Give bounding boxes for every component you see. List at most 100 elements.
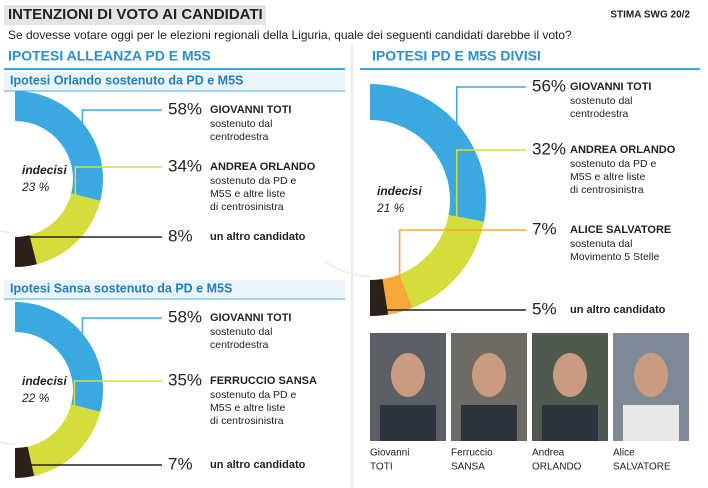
question: Se dovesse votare oggi per le elezioni r… xyxy=(8,28,572,42)
connector xyxy=(455,86,526,129)
connector-dot xyxy=(80,124,85,129)
connector xyxy=(398,229,526,309)
candidate-description: centrodestra xyxy=(210,131,269,143)
donut-segment xyxy=(15,302,103,412)
photo-body xyxy=(542,405,598,441)
undecided-label: indecisi xyxy=(22,374,67,388)
undecided-value: 23 % xyxy=(21,180,50,194)
candidate-name: ALICE SALVATORE xyxy=(570,224,671,236)
photo-face xyxy=(472,353,506,397)
candidate-description: sostenuto da PD e xyxy=(210,389,297,401)
candidate-name: GIOVANNI TOTI xyxy=(570,81,652,93)
subtitle-band xyxy=(4,280,345,298)
undecided-mark xyxy=(0,440,16,445)
candidate-name: un altro candidato xyxy=(210,231,306,243)
chart-title: Ipotesi Orlando sostenuto da PD e M5S xyxy=(10,73,243,87)
candidate-description: sostenuto da PD e xyxy=(210,175,297,187)
undecided-label: indecisi xyxy=(377,184,422,198)
chart-title: Ipotesi Sansa sostenuto da PD e M5S xyxy=(10,281,232,295)
candidate-description: Movimento 5 Stelle xyxy=(570,251,659,263)
candidate-name: un altro candidato xyxy=(210,459,306,471)
section-title: IPOTESI ALLEANZA PD E M5S xyxy=(8,48,211,64)
candidate-name: ANDREA ORLANDO xyxy=(570,144,676,156)
value-label: 7% xyxy=(532,219,557,238)
candidate-description: sostenuto dal xyxy=(210,118,272,130)
candidate-name: ANDREA ORLANDO xyxy=(210,161,316,173)
section-title: IPOTESI PD E M5S DIVISI xyxy=(372,48,541,64)
undecided-label: indecisi xyxy=(22,163,67,177)
candidate-description: M5S e altre liste xyxy=(210,402,285,414)
undecided-mark xyxy=(322,259,371,277)
connector xyxy=(73,380,162,452)
connector xyxy=(81,109,162,127)
value-label: 34% xyxy=(168,156,202,175)
connector-dot xyxy=(22,472,27,477)
candidate-description: M5S e altre liste xyxy=(570,171,645,183)
connector xyxy=(23,464,162,475)
candidate-description: centrodestra xyxy=(570,108,629,120)
photo-first-name: Giovanni xyxy=(370,448,409,459)
donut-segment xyxy=(29,193,101,265)
value-label: 58% xyxy=(168,307,202,326)
candidate-description: M5S e altre liste xyxy=(210,188,285,200)
value-label: 5% xyxy=(532,299,557,318)
undecided-mark xyxy=(0,229,16,234)
value-label: 35% xyxy=(168,370,202,389)
photo-first-name: Alice xyxy=(613,448,635,459)
photo-last-name: ORLANDO xyxy=(532,462,582,473)
photo-body xyxy=(623,405,679,441)
connector xyxy=(81,317,162,338)
candidate-name: FERRUCCIO SANSA xyxy=(210,375,317,387)
candidate-description: di centrosinistra xyxy=(210,201,284,213)
donut-segment xyxy=(15,91,104,201)
value-label: 8% xyxy=(168,226,193,245)
undecided-value: 22 % xyxy=(21,391,50,405)
candidate-description: sostenuto dal xyxy=(570,95,632,107)
connector-dot xyxy=(73,237,78,242)
connector-dot xyxy=(23,261,28,266)
photo-last-name: TOTI xyxy=(370,462,393,473)
candidate-name: GIOVANNI TOTI xyxy=(210,104,292,116)
candidate-description: di centrosinistra xyxy=(210,415,284,427)
value-label: 58% xyxy=(168,99,202,118)
connector-dot xyxy=(72,449,77,454)
connector-dot xyxy=(454,269,459,274)
candidate-description: sostenuto dal xyxy=(210,326,272,338)
photo-last-name: SALVATORE xyxy=(613,462,671,473)
candidate-description: sostenuto da PD e xyxy=(570,158,657,170)
value-label: 7% xyxy=(168,454,193,473)
source: STIMA SWG 20/2 xyxy=(610,10,690,21)
connector xyxy=(24,236,162,264)
photo-face xyxy=(553,353,587,397)
value-label: 32% xyxy=(532,139,566,158)
connector xyxy=(455,149,526,272)
candidate-description: centrodestra xyxy=(210,339,269,351)
candidate-name: GIOVANNI TOTI xyxy=(210,312,292,324)
connector-dot xyxy=(454,126,459,131)
photo-first-name: Ferruccio xyxy=(451,448,493,459)
connector-dot xyxy=(80,335,85,340)
donut-segment xyxy=(370,279,389,316)
undecided-value: 21 % xyxy=(376,201,405,215)
title-box xyxy=(4,5,266,25)
candidate-description: di centrosinistra xyxy=(570,184,644,196)
candidate-name: un altro candidato xyxy=(570,304,666,316)
donut-segment xyxy=(27,404,101,476)
photo-first-name: Andrea xyxy=(532,448,565,459)
title: INTENZIONI DI VOTO AI CANDIDATI xyxy=(8,6,263,23)
donut-segment xyxy=(399,214,484,308)
photo-body xyxy=(380,405,436,441)
candidate-description: sostenuta dal xyxy=(570,238,632,250)
donut-segment xyxy=(15,446,35,478)
connector-dot xyxy=(376,310,381,315)
donut-segment xyxy=(382,274,413,315)
photo-last-name: SANSA xyxy=(451,462,485,473)
value-label: 56% xyxy=(532,76,566,95)
subtitle-band xyxy=(4,72,345,90)
photo-body xyxy=(461,405,517,441)
photo-face xyxy=(634,353,668,397)
connector xyxy=(74,166,162,240)
photo-face xyxy=(391,353,425,397)
